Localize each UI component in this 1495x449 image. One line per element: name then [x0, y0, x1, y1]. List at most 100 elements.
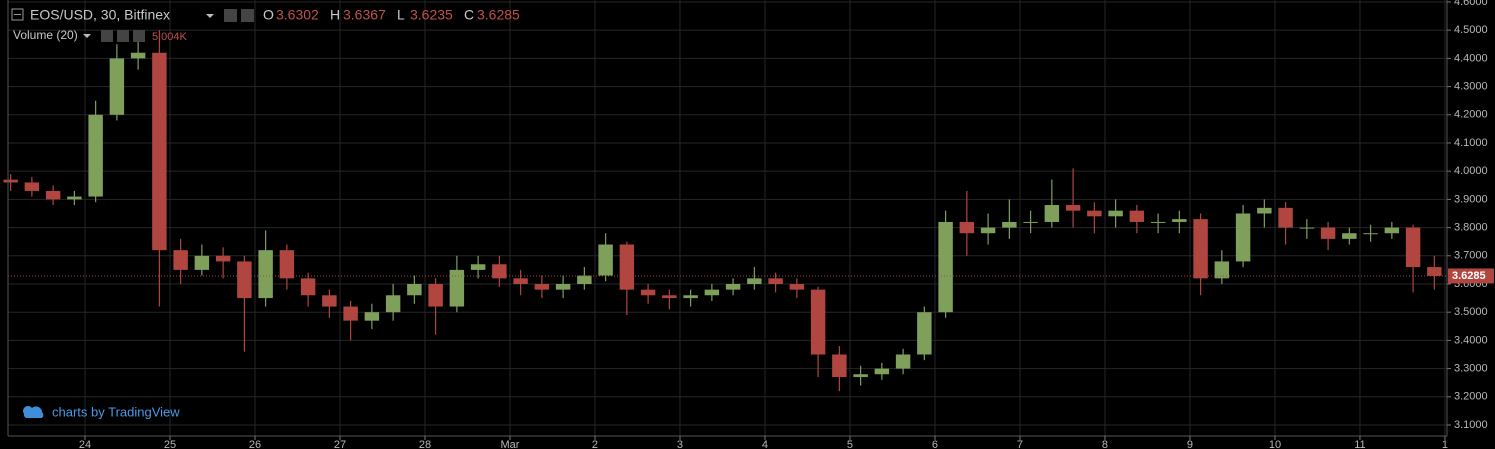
candle-body: [555, 283, 571, 290]
candle-body: [534, 283, 550, 290]
x-tick-label: 7: [1017, 439, 1023, 449]
ohlc-value: 3.6302: [276, 7, 319, 23]
x-tick-label: 6: [932, 439, 938, 449]
y-tick-label: 4.1000: [1454, 137, 1488, 149]
y-tick-label: 3.9000: [1454, 193, 1488, 205]
ohlc-value: 3.6367: [343, 7, 386, 23]
y-tick-label: 3.5000: [1454, 306, 1488, 318]
tradingview-logo[interactable]: [23, 405, 44, 418]
candle-body: [194, 255, 210, 270]
candle-body: [513, 278, 528, 284]
settings-icon[interactable]: [101, 30, 113, 42]
y-tick-label: 4.5000: [1454, 24, 1488, 36]
candle-body: [895, 354, 911, 369]
settings-icon[interactable]: [241, 9, 254, 22]
candle-body: [1172, 219, 1187, 222]
last-price-label: 3.6285: [1452, 270, 1486, 282]
candle-body: [1129, 210, 1145, 222]
candle-body: [683, 295, 698, 299]
candle-body: [3, 179, 18, 183]
candle-body: [917, 312, 932, 355]
candle-body: [130, 52, 146, 59]
settings-icon[interactable]: [117, 30, 129, 42]
y-tick-label: 3.7000: [1454, 250, 1488, 262]
x-tick-label: 28: [419, 439, 431, 449]
candle-body: [470, 264, 486, 270]
ohlc-label: O: [263, 7, 274, 23]
ohlc-value: 3.6285: [477, 7, 520, 23]
ohlc-value: 3.6235: [410, 7, 453, 23]
x-tick-label: 26: [249, 439, 261, 449]
watermark[interactable]: charts by TradingView: [52, 404, 180, 419]
candle-body: [1044, 205, 1060, 222]
candle-body: [88, 114, 103, 197]
y-tick-label: 4.6000: [1454, 0, 1488, 8]
ohlc-label: L: [397, 7, 405, 23]
x-tick-label: 27: [334, 439, 346, 449]
candle-body: [109, 58, 125, 115]
symbol[interactable]: EOS/USD, 30, Bitfinex: [30, 7, 170, 23]
candle-body: [24, 182, 40, 191]
y-tick-label: 4.3000: [1454, 80, 1488, 92]
symbol-menu-arrow[interactable]: [206, 14, 214, 18]
candle-body: [1065, 205, 1081, 211]
candle-body: [1405, 227, 1421, 268]
volume-menu-arrow[interactable]: [83, 34, 91, 38]
settings-icon[interactable]: [133, 30, 145, 42]
candle-body: [980, 227, 996, 234]
y-tick-label: 4.2000: [1454, 109, 1488, 121]
x-tick-label: 5: [847, 439, 853, 449]
candle-body: [1193, 219, 1208, 279]
ohlc-label: H: [330, 7, 340, 23]
candle-body: [1384, 227, 1400, 234]
candle-body: [1235, 213, 1251, 262]
collapse-icon[interactable]: [11, 8, 24, 21]
candle-body: [619, 244, 635, 290]
candle-body: [279, 250, 295, 279]
candle-body: [938, 221, 953, 313]
settings-icon[interactable]: [224, 9, 237, 22]
candle-body: [1108, 210, 1123, 217]
x-tick-label: 2: [592, 439, 598, 449]
x-tick-label: 9: [1187, 439, 1193, 449]
candle-body: [407, 283, 422, 296]
candle-body: [704, 289, 720, 296]
candle-body: [662, 295, 677, 299]
candle-body: [428, 283, 443, 307]
candle-body: [1023, 221, 1038, 223]
candle-body: [789, 283, 805, 290]
x-tick-label: 10: [1269, 439, 1281, 449]
ohlc-label: C: [464, 7, 474, 23]
candle-body: [45, 190, 61, 200]
candle-body: [322, 295, 337, 307]
candle-body: [1002, 221, 1017, 228]
y-tick-label: 3.8000: [1454, 221, 1488, 233]
candle-body: [598, 244, 613, 276]
candle-body: [258, 250, 273, 299]
x-tick-label: 1: [1442, 439, 1448, 449]
x-tick-label: 24: [79, 439, 91, 449]
candle-body: [640, 289, 656, 296]
candle-body: [1278, 207, 1293, 228]
candle-body: [1257, 207, 1272, 214]
y-tick-label: 3.4000: [1454, 334, 1488, 346]
y-tick-label: 3.1000: [1454, 419, 1488, 431]
x-tick-label: Mar: [501, 439, 520, 449]
candle-body: [874, 368, 890, 375]
candle-body: [725, 283, 741, 290]
candle-body: [747, 278, 762, 284]
candle-body: [215, 255, 231, 262]
candle-body: [67, 196, 82, 200]
candle-body: [1342, 233, 1357, 239]
last-price-box: [1448, 268, 1494, 284]
candle-body: [1150, 221, 1166, 223]
x-tick-label: 4: [762, 439, 768, 449]
candle-body: [832, 354, 847, 378]
candle-body: [237, 261, 252, 299]
volume-label[interactable]: Volume (20): [13, 28, 78, 42]
candle-body: [343, 306, 358, 321]
candle-body: [173, 250, 188, 270]
y-tick-label: 3.3000: [1454, 363, 1488, 375]
